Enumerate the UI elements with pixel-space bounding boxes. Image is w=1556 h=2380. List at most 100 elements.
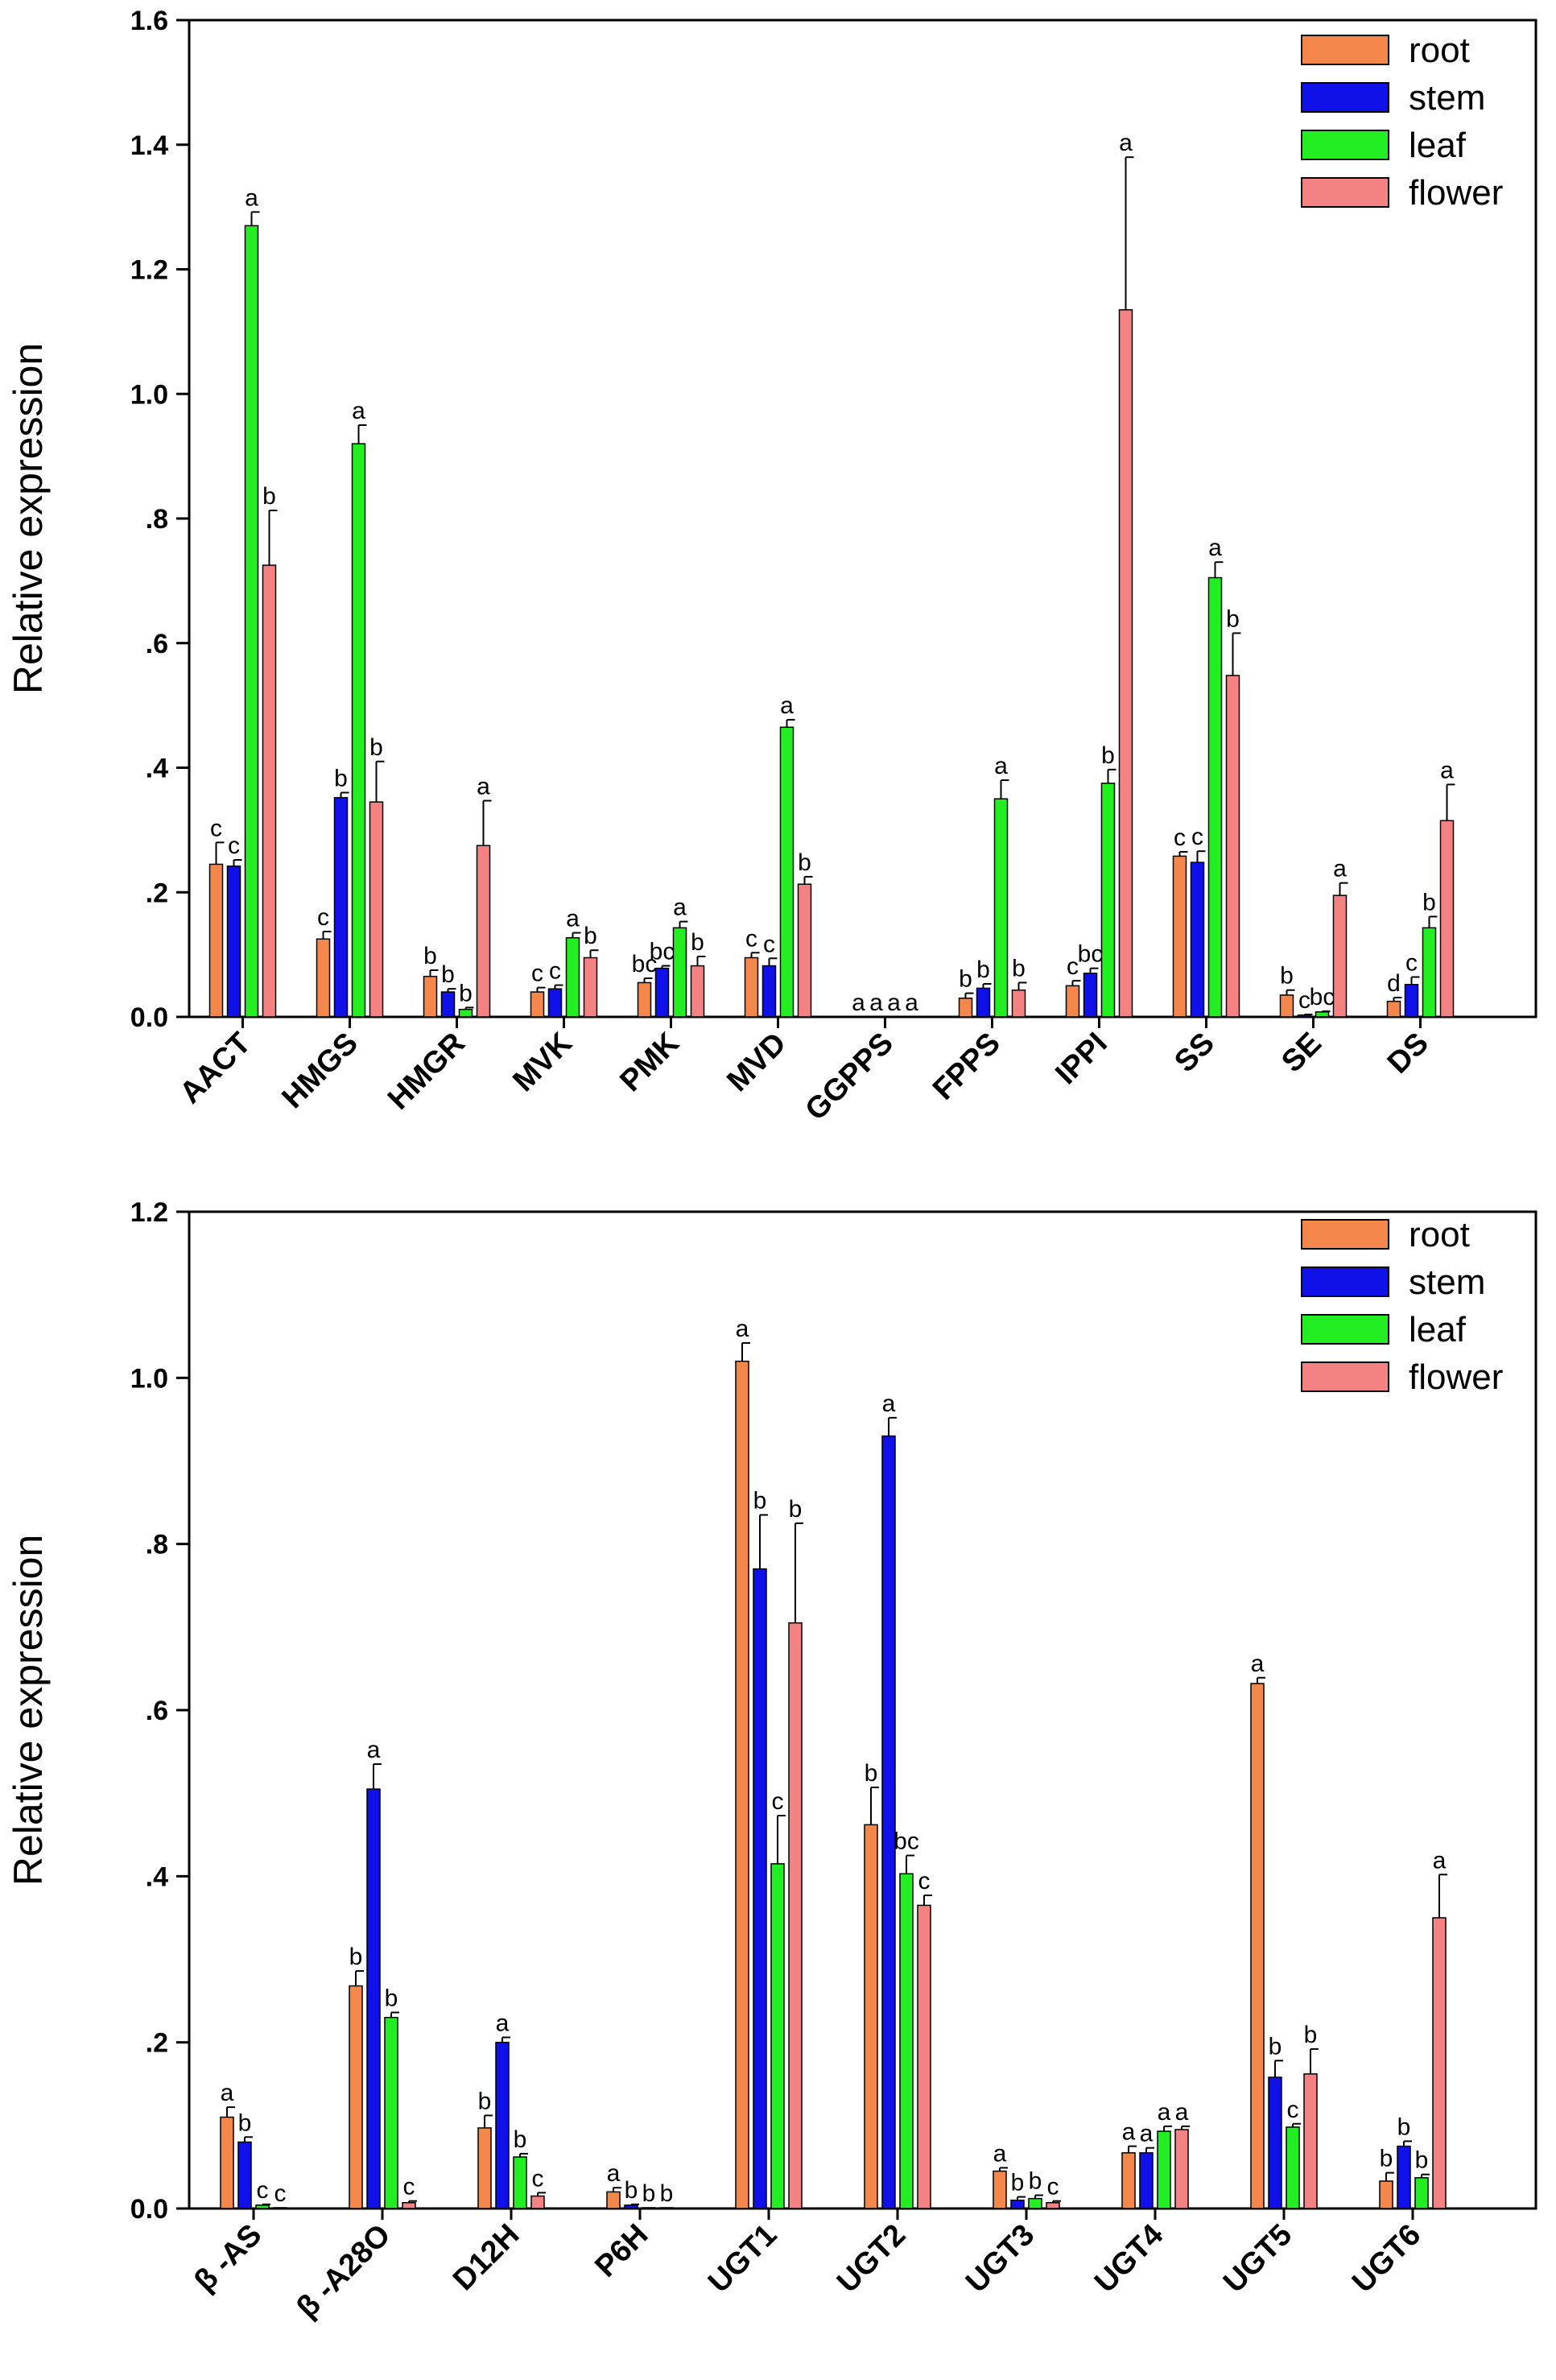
bar-flower-5 [917,1904,931,2209]
significance-letter: a [887,990,901,1016]
bar-leaf-2 [513,2156,527,2209]
significance-letter: a [221,2080,234,2106]
bar-stem-10 [1297,1014,1312,1018]
bar-leaf-0 [255,2204,270,2209]
bar-stem-3 [547,988,563,1018]
legend-label-root: root [1409,31,1470,70]
significance-letter: b [334,765,348,791]
significance-letter: a [882,1390,896,1417]
significance-letter: a [1122,2119,1136,2146]
legend-swatch-root [1301,1219,1389,1250]
bar-flower-7 [1174,2129,1189,2209]
significance-letter: b [1415,2147,1429,2174]
significance-letter: c [403,2174,415,2200]
significance-letter: c [317,904,329,931]
x-category-label: UGT2 [831,2218,912,2299]
x-category-label: SS [1168,1027,1221,1080]
significance-letter: a [352,398,365,424]
bar-root-4 [637,981,652,1018]
significance-letter: a [905,990,918,1016]
bar-flower-9 [1432,1917,1447,2209]
legend-swatch-flower [1301,177,1389,208]
bar-leaf-9 [1207,576,1223,1018]
bar-stem-7 [976,987,991,1018]
bar-stem-6 [1010,2199,1025,2209]
significance-letter: b [369,734,383,761]
bar-root-9 [1379,2180,1393,2209]
bar-leaf-5 [779,726,795,1018]
significance-letter: a [1440,757,1454,783]
significance-letter: b [789,1496,803,1523]
significance-letter: c [531,961,543,987]
bar-leaf-11 [1422,927,1437,1018]
bar-leaf-5 [899,1873,914,2209]
bar-root-1 [316,938,331,1018]
bar-leaf-8 [1100,783,1116,1018]
bar-root-4 [735,1360,749,2209]
significance-letter: b [1011,2170,1025,2196]
bar-stem-9 [1190,862,1205,1018]
significance-letter: b [865,1760,878,1787]
significance-letter: c [1174,824,1186,851]
y-tick-label: .2 [146,878,168,908]
bar-stem-1 [366,1788,381,2209]
legend-label-root: root [1409,1215,1470,1254]
expression-chart-2: Relative expression 0.0.2.4.6.81.01.2 ab… [6,1197,1537,2324]
bar-stem-2 [440,991,456,1018]
x-category-label: IPPI [1049,1027,1113,1091]
significance-letter: c [228,833,240,859]
legend-swatch-stem [1301,82,1389,113]
x-axis-category-labels: β -AS β -A28O D12H P6H UGT1 UGT2 UGT3 UGT4 UGT5 U… [188,2209,1427,2324]
significance-letter: a [566,906,580,932]
bar-flower-1 [402,2202,416,2209]
y-tick-label: 1.0 [130,379,168,410]
bar-flower-4 [690,965,705,1018]
significance-letter: b [262,483,276,510]
significance-letter: a [1175,2099,1189,2126]
significance-letter: a [1158,2099,1171,2126]
significance-letter: b [642,2180,656,2207]
significance-letter: c [918,1868,931,1894]
bar-root-10 [1279,994,1294,1018]
significance-letter: c [1067,953,1079,980]
legend: root stem leaf flower [1301,1215,1503,1397]
bar-stem-5 [761,965,777,1018]
x-category-label: UGT4 [1088,2218,1170,2299]
significance-letter: c [745,925,757,952]
legend-swatch-leaf [1301,1314,1389,1345]
x-category-label: HMGR [382,1027,472,1117]
x-category-label: MVK [506,1026,579,1098]
x-category-label: UGT1 [702,2218,783,2299]
significance-letter: a [1208,535,1222,561]
legend-swatch-stem [1301,1266,1389,1297]
significance-letter: a [1251,1651,1265,1677]
significance-letter: a [496,2010,510,2036]
significance-letter: c [1047,2174,1059,2200]
x-category-label: UGT5 [1217,2218,1298,2299]
significance-letter: a [477,774,490,800]
y-tick-label: .4 [146,754,168,784]
bar-root-2 [423,975,438,1018]
significance-letter: b [691,929,704,956]
significance-letter: b [514,2126,527,2153]
y-tick-label: 0.0 [130,1002,168,1033]
bar-stem-2 [495,2041,510,2209]
significance-letter: b [1101,742,1115,769]
bar-flower-6 [1046,2202,1060,2209]
significance-letter: b [1269,2033,1282,2060]
y-axis-ticks: 0.0 .2 .4 .6 .8 1.0 1.2 [130,1197,189,2225]
bar-stem-8 [1083,973,1098,1018]
y-tick-label: .6 [146,1696,168,1726]
bar-root-7 [1121,2152,1136,2209]
bar-root-3 [606,2191,621,2209]
legend-swatch-flower [1301,1361,1389,1392]
bar-root-11 [1386,1000,1401,1018]
y-tick-label: .6 [146,629,168,659]
significance-letter: b [1226,605,1240,632]
y-tick-label: 1.2 [130,1197,168,1228]
y-tick-label: 1.4 [130,130,168,161]
x-category-label: P6H [588,2218,654,2284]
x-category-label: UGT3 [960,2218,1041,2299]
